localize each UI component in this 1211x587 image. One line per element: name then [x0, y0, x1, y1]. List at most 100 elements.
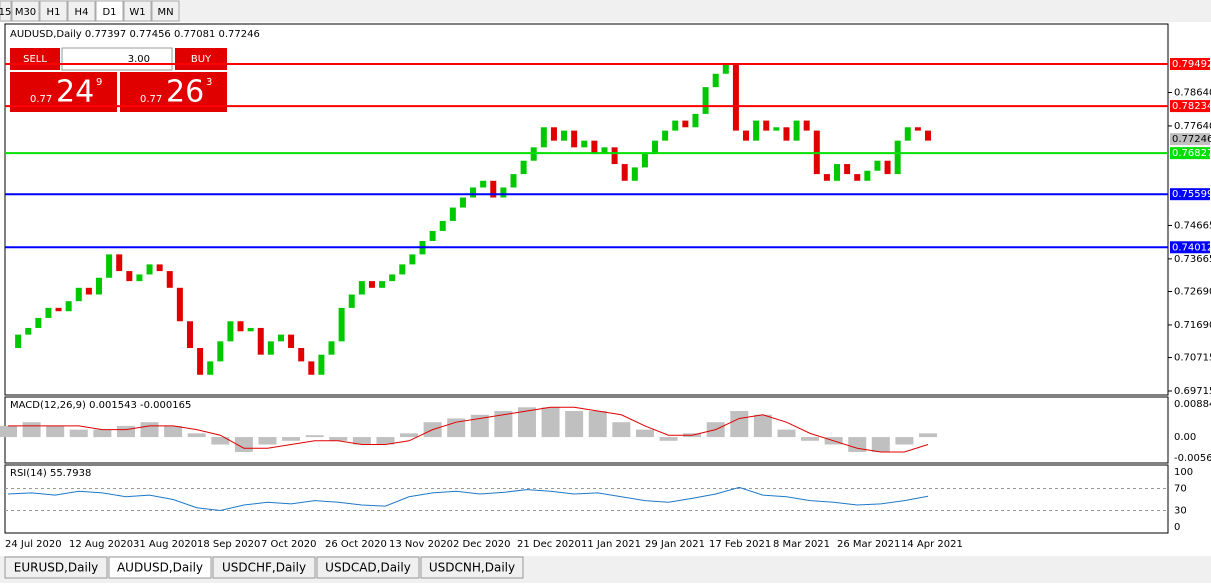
candle [631, 167, 638, 181]
candle [399, 264, 406, 275]
candle [550, 127, 557, 141]
y-tick-label: 0.70715 [1174, 353, 1211, 364]
candle [35, 317, 42, 328]
symbol-tab[interactable] [4, 556, 108, 579]
candle [176, 287, 183, 322]
macd-bar [352, 437, 371, 445]
macd-label: MACD(12,26,9) 0.001543 -0.000165 [10, 400, 191, 411]
candle [429, 230, 436, 241]
candle [894, 140, 901, 175]
rsi-tick-label: 70 [1174, 483, 1187, 494]
candle [732, 63, 739, 131]
candle [95, 277, 102, 295]
macd-bar [46, 425, 65, 438]
candle [146, 264, 153, 275]
macd-bar [895, 437, 914, 445]
macd-bar [801, 437, 820, 441]
timeframe-button[interactable] [95, 0, 124, 22]
price-level-tag [1170, 100, 1210, 113]
bid-small: 9 [96, 77, 102, 88]
candle [793, 120, 800, 141]
candle [439, 220, 446, 231]
candle [601, 147, 608, 155]
candle [925, 130, 931, 141]
macd-bar [258, 437, 277, 445]
x-tick-label: 18 Sep 2020 [197, 539, 260, 550]
lots-input[interactable] [61, 47, 173, 71]
symbol-tab[interactable] [316, 556, 420, 579]
candle [308, 361, 315, 375]
macd-bar [541, 407, 560, 438]
candle [823, 174, 830, 181]
macd-tick-label: 0.00 [1174, 432, 1196, 443]
timeframe-button[interactable] [67, 0, 96, 22]
macd-bar [494, 411, 513, 438]
macd-bar [470, 414, 489, 438]
bid-prefix: 0.77 [30, 94, 52, 105]
price-level-label: 0.76827 [1172, 148, 1211, 159]
x-tick-label: 24 Jul 2020 [5, 539, 62, 550]
candle [510, 174, 517, 188]
candle [65, 301, 72, 312]
ohlc: 0.77397 0.77456 0.77081 0.77246 [85, 29, 260, 40]
macd-bar [22, 422, 41, 438]
candle [186, 321, 193, 349]
macd-bar [164, 425, 183, 438]
y-tick-label: 0.74665 [1174, 220, 1211, 231]
timeframe-button[interactable] [0, 0, 12, 22]
candle [156, 264, 163, 272]
macd-bar [376, 437, 395, 445]
timeframe-button[interactable] [11, 0, 40, 22]
candle [500, 187, 507, 198]
candle [338, 307, 345, 342]
symbol-tab-label: USDCHF,Daily [222, 561, 306, 575]
y-tick-label: 0.73665 [1174, 254, 1211, 265]
candle [712, 73, 719, 88]
timeframe-label: 15 [0, 7, 11, 18]
symbol-tab[interactable] [108, 556, 212, 579]
candle [743, 130, 750, 141]
symbol-tab-label: USDCNH,Daily [429, 561, 515, 575]
candle [864, 170, 871, 181]
x-tick-label: 14 Apr 2021 [901, 539, 963, 550]
symbol-tab[interactable] [212, 556, 316, 579]
y-tick-label: 0.69715 [1174, 386, 1211, 397]
x-tick-label: 17 Feb 2021 [709, 539, 771, 550]
candle [449, 207, 456, 221]
rsi-label: RSI(14) 55.7938 [10, 468, 91, 479]
x-tick-label: 8 Mar 2021 [773, 539, 830, 550]
x-tick-label: 21 Dec 2020 [517, 539, 581, 550]
candle [783, 127, 790, 141]
symbol-tab[interactable] [420, 556, 524, 579]
chart-header: AUDUSD,Daily 0.77397 0.77456 0.77081 0.7… [10, 29, 260, 40]
price-level-tag [1170, 241, 1210, 254]
macd-bar [612, 422, 631, 438]
macd-signal [8, 406, 929, 453]
macd-bar [282, 437, 301, 441]
timeframe-label: W1 [129, 7, 145, 18]
price-level-label: 0.75599 [1172, 189, 1211, 200]
x-tick-label: 2 Dec 2020 [453, 539, 511, 550]
price-level-tag [1170, 147, 1210, 160]
sell-label: SELL [23, 54, 47, 65]
ask-small: 3 [206, 77, 212, 88]
x-tick-label: 26 Oct 2020 [325, 539, 387, 550]
candle [136, 274, 143, 282]
timeframe-button[interactable] [39, 0, 68, 22]
candle [884, 160, 891, 175]
price-level-label: 0.77246 [1172, 134, 1211, 145]
candle [75, 287, 82, 302]
candle [480, 180, 487, 188]
bid-big: 24 [56, 75, 94, 110]
candle [662, 130, 669, 141]
candle [702, 87, 709, 114]
macd-bar [329, 437, 348, 441]
candle [368, 281, 375, 288]
candle [641, 154, 648, 168]
macd-tick-label: 0.00884 [1174, 399, 1211, 410]
macd-bar [211, 437, 230, 445]
timeframe-button[interactable] [123, 0, 152, 22]
timeframe-button[interactable] [151, 0, 180, 22]
timeframe-label: H4 [75, 7, 89, 18]
